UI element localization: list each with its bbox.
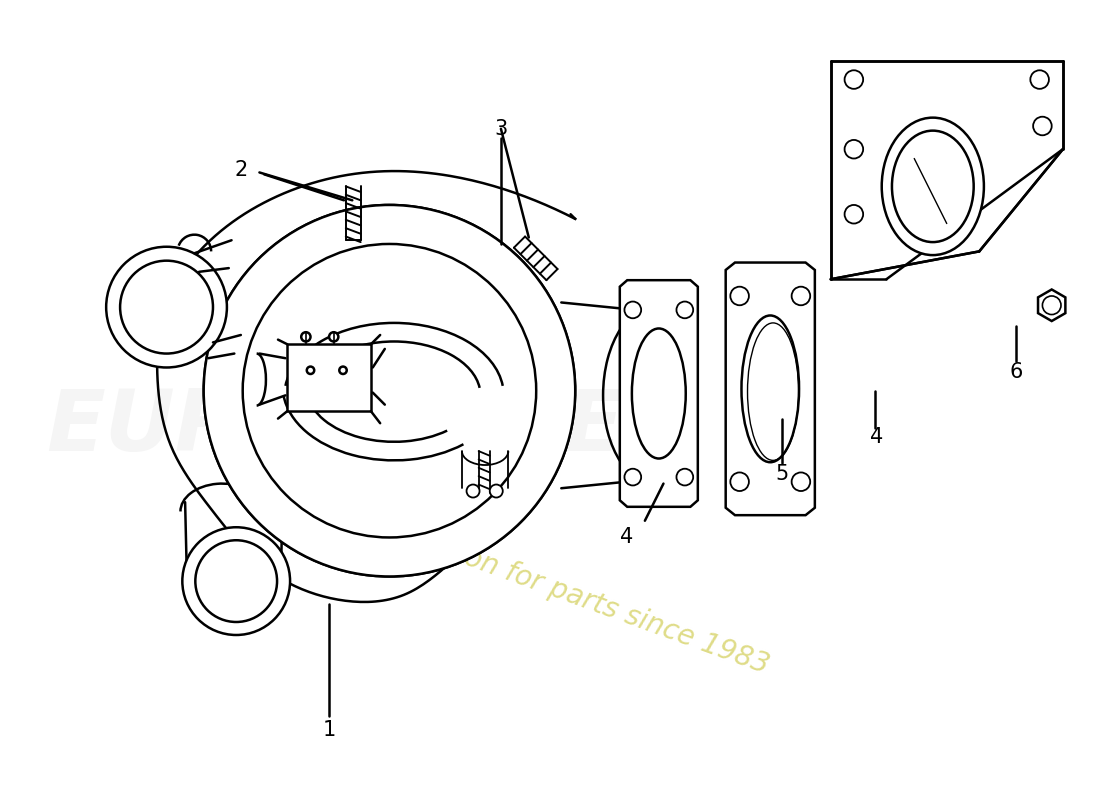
Text: EUROSPARES: EUROSPARES xyxy=(46,386,686,470)
Circle shape xyxy=(183,527,290,635)
Circle shape xyxy=(204,205,575,577)
Ellipse shape xyxy=(892,130,974,242)
Circle shape xyxy=(792,473,811,491)
Circle shape xyxy=(792,286,811,306)
Circle shape xyxy=(1031,70,1049,89)
Polygon shape xyxy=(726,262,815,515)
Circle shape xyxy=(490,485,503,498)
Text: 6: 6 xyxy=(1010,362,1023,382)
Polygon shape xyxy=(619,280,697,507)
Text: 4: 4 xyxy=(870,427,883,447)
Circle shape xyxy=(1043,296,1062,314)
Circle shape xyxy=(625,469,641,486)
Ellipse shape xyxy=(741,315,799,462)
Circle shape xyxy=(845,70,864,89)
Polygon shape xyxy=(830,61,1063,279)
Circle shape xyxy=(301,332,310,342)
Circle shape xyxy=(243,244,536,538)
Text: 1: 1 xyxy=(322,720,335,740)
FancyBboxPatch shape xyxy=(287,344,371,411)
Text: 2: 2 xyxy=(234,160,248,180)
Circle shape xyxy=(107,246,227,367)
Circle shape xyxy=(730,286,749,306)
Circle shape xyxy=(845,140,864,158)
Circle shape xyxy=(676,469,693,486)
Circle shape xyxy=(845,205,864,223)
Circle shape xyxy=(243,244,536,538)
Circle shape xyxy=(196,540,277,622)
Text: a passion for parts since 1983: a passion for parts since 1983 xyxy=(368,510,772,680)
Circle shape xyxy=(676,302,693,318)
Circle shape xyxy=(120,261,213,354)
Circle shape xyxy=(730,473,749,491)
Circle shape xyxy=(466,485,480,498)
Circle shape xyxy=(1033,117,1052,135)
Circle shape xyxy=(307,366,315,374)
Ellipse shape xyxy=(882,118,983,255)
Circle shape xyxy=(625,302,641,318)
Circle shape xyxy=(339,366,346,374)
Ellipse shape xyxy=(631,329,685,458)
Circle shape xyxy=(204,205,575,577)
Text: 4: 4 xyxy=(619,527,632,547)
Text: 3: 3 xyxy=(494,118,507,138)
Polygon shape xyxy=(1038,290,1066,321)
Text: 5: 5 xyxy=(776,464,789,484)
Circle shape xyxy=(329,332,339,342)
